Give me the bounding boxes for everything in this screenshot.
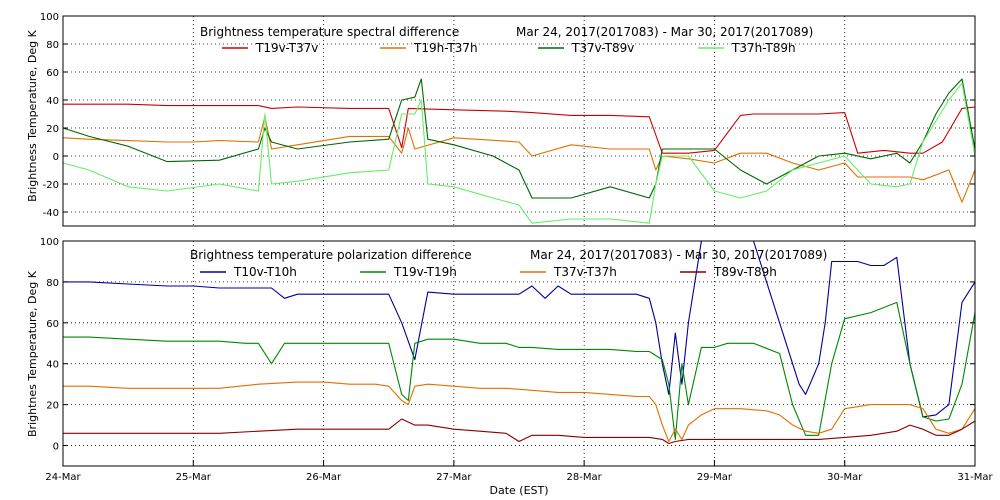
x-tick-label: 25-Mar — [176, 472, 212, 483]
y-tick-label: 20 — [46, 124, 59, 135]
y-tick-label: 40 — [46, 96, 59, 107]
spectral-difference-panel: -40 -20 0 20 40 60 80 100 Brightness temperatur… — [26, 12, 976, 227]
series-line-3 — [63, 418, 976, 445]
x-tick-label: 28-Mar — [567, 472, 603, 483]
y-tick-label: 20 — [46, 401, 59, 412]
y-tick-label: 80 — [46, 278, 59, 289]
series-line-1 — [62, 116, 976, 203]
y-tick-label: 60 — [46, 319, 59, 330]
legend-entry: T37v-T89v — [571, 41, 634, 55]
legend-entry: T10v-T10h — [233, 265, 297, 279]
legend-entry: T19v-T19h — [393, 265, 457, 279]
chart-title: Brightness temperature spectral differen… — [200, 25, 459, 39]
series-line-2 — [63, 381, 976, 443]
x-tick-label: 27-Mar — [436, 472, 472, 483]
legend: T19v-T37v T19h-T37h T37v-T89v T37h-T89h — [222, 41, 796, 55]
y-tick-label: -20 — [43, 180, 59, 191]
legend-entry: T37v-T37h — [553, 265, 617, 279]
y-tick-label: 0 — [53, 152, 59, 163]
plot-frame — [62, 240, 976, 467]
chart-date-range: Mar 24, 2017(2017083) - Mar 30, 2017(201… — [516, 25, 813, 39]
chart-title: Brightness temperature polarization diff… — [190, 248, 472, 262]
y-axis-label: Brightness Temperature, Deg K — [26, 29, 39, 201]
x-tick-label: 31-Mar — [957, 472, 993, 483]
legend: T10v-T10h T19v-T19h T37v-T37h T89v-T89h — [200, 265, 777, 279]
y-tick-label: 100 — [40, 237, 59, 248]
x-tick-label: 26-Mar — [306, 472, 342, 483]
plot-frame — [62, 15, 976, 227]
legend-entry: T37h-T89h — [731, 41, 796, 55]
y-tick-label: 40 — [46, 360, 59, 371]
legend-entry: T89v-T89h — [713, 265, 777, 279]
series-line-1 — [63, 301, 976, 440]
y-axis-label: Brightnes Temperature, Deg K — [26, 270, 39, 437]
y-tick-label: 60 — [46, 68, 59, 79]
chart-date-range: Mar 24, 2017(2017083) - Mar 30, 2017(201… — [530, 248, 827, 262]
x-axis-label: Date (EST) — [489, 484, 548, 497]
series-line-0 — [63, 103, 976, 154]
y-tick-label: 0 — [53, 442, 59, 453]
series-line-0 — [63, 240, 976, 418]
series-line-2 — [62, 78, 976, 199]
legend-entry: T19v-T37v — [255, 41, 318, 55]
legend-entry: T19h-T37h — [413, 41, 478, 55]
x-tick-label: 24-Mar — [45, 472, 81, 483]
polarization-difference-panel: 0 20 40 60 80 100 24-Mar 25-Mar 26-Mar 27-Mar 28-… — [26, 237, 993, 497]
x-tick-label: 29-Mar — [697, 472, 733, 483]
y-tick-label: -40 — [43, 208, 59, 219]
y-tick-label: 80 — [46, 40, 59, 51]
x-tick-label: 30-Mar — [827, 472, 863, 483]
series-line-3 — [62, 82, 976, 224]
y-tick-label: 100 — [40, 12, 59, 23]
